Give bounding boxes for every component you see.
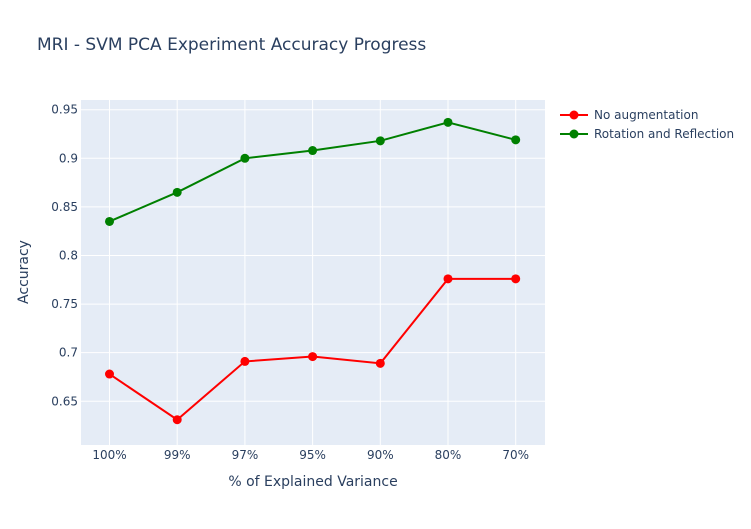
data-point[interactable] — [240, 153, 250, 163]
y-axis-title: Accuracy — [16, 240, 32, 304]
data-point[interactable] — [172, 187, 182, 197]
data-point[interactable] — [105, 216, 114, 226]
legend-label: No augmentation — [594, 108, 698, 122]
legend-marker — [569, 129, 579, 139]
data-point[interactable] — [240, 356, 250, 366]
data-point[interactable] — [511, 274, 521, 284]
legend-item[interactable]: Rotation and Reflection — [560, 127, 734, 141]
data-point[interactable] — [375, 358, 385, 368]
x-tick-label: 95% — [299, 448, 326, 462]
x-tick-label: 99% — [164, 448, 191, 462]
x-tick-label: 80% — [435, 448, 462, 462]
y-tick-label: 0.85 — [51, 200, 78, 214]
series-layer — [105, 117, 521, 425]
x-tick-label: 97% — [232, 448, 259, 462]
y-tick-label: 0.8 — [59, 248, 78, 262]
y-tick-labels: 0.65 0.7 0.75 0.8 0.85 0.9 0.95 — [51, 103, 78, 409]
y-tick-label: 0.95 — [51, 103, 78, 117]
x-axis-title: % of Explained Variance — [228, 474, 397, 490]
data-point[interactable] — [308, 146, 318, 156]
x-tick-label: 70% — [502, 448, 529, 462]
y-tick-label: 0.65 — [51, 394, 78, 408]
data-point[interactable] — [308, 352, 318, 362]
data-point[interactable] — [105, 369, 114, 379]
x-tick-labels: 100% 99% 97% 95% 90% 80% 70% — [92, 448, 529, 462]
data-point[interactable] — [443, 274, 453, 284]
legend-item[interactable]: No augmentation — [560, 108, 698, 122]
data-point[interactable] — [375, 136, 385, 146]
legend-label: Rotation and Reflection — [594, 127, 734, 141]
chart-title: MRI - SVM PCA Experiment Accuracy Progre… — [37, 35, 426, 55]
legend-marker — [569, 110, 579, 120]
y-tick-label: 0.9 — [59, 151, 78, 165]
data-point[interactable] — [511, 135, 521, 145]
legend: No augmentation Rotation and Reflection — [560, 108, 734, 141]
x-tick-label: 100% — [92, 448, 126, 462]
data-point[interactable] — [172, 415, 182, 425]
data-point[interactable] — [443, 117, 453, 127]
y-tick-label: 0.75 — [51, 297, 78, 311]
x-tick-label: 90% — [367, 448, 394, 462]
y-tick-label: 0.7 — [59, 346, 78, 360]
